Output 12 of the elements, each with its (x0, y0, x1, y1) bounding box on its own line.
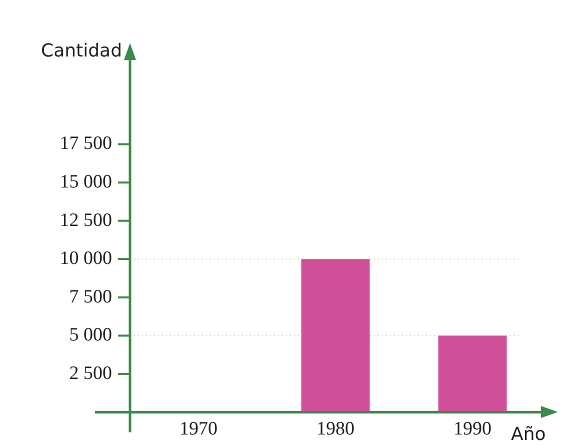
x-tick-label: 1980 (316, 418, 354, 440)
y-tick-label: 10 000 (60, 248, 112, 270)
x-tick-label: 1990 (454, 418, 492, 440)
y-tick-label: 5 000 (69, 324, 112, 346)
y-tick-label: 17 500 (60, 133, 112, 154)
y-tick-label: 2 500 (69, 362, 112, 384)
y-tick-label: 12 500 (60, 210, 112, 231)
y-axis-title: Cantidad (41, 40, 122, 62)
y-tick-label: 15 000 (60, 171, 112, 192)
x-axis-title: Año (511, 424, 546, 445)
y-tick-label: 7 500 (69, 286, 112, 308)
x-tick-label: 1970 (180, 418, 218, 440)
